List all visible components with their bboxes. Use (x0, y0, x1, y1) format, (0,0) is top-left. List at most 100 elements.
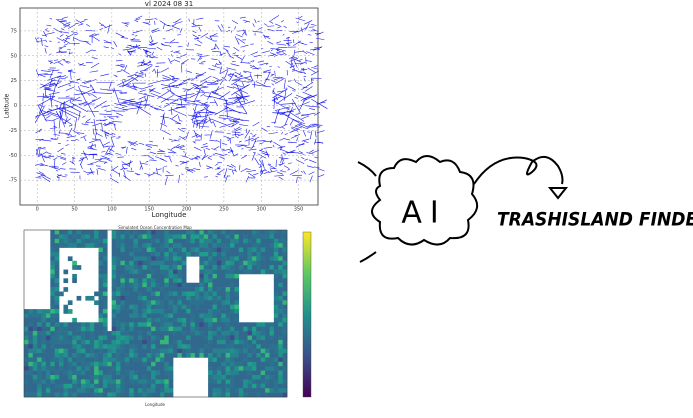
heatmap-cell (120, 270, 125, 275)
heatmap-cell (269, 230, 274, 235)
heatmap-cell (94, 230, 99, 235)
heatmap-cell (142, 283, 147, 288)
heatmap-cell (107, 384, 112, 389)
heatmap-cell (212, 362, 217, 367)
heatmap-cell (24, 318, 29, 323)
heatmap-cell (221, 379, 226, 384)
heatmap-cell (99, 318, 104, 323)
heatmap-cell (239, 388, 244, 393)
heatmap-cell (120, 371, 125, 376)
heatmap-cell (72, 243, 77, 248)
heatmap-cell (120, 252, 125, 257)
heatmap-cell (55, 270, 60, 275)
heatmap-cell (50, 357, 55, 362)
heatmap-cell (116, 252, 121, 257)
heatmap-cell (24, 314, 29, 319)
heatmap-cell (212, 270, 217, 275)
heatmap-cell (142, 239, 147, 244)
heatmap-cell (103, 335, 108, 340)
heatmap-cell (191, 283, 196, 288)
heatmap-cell (42, 362, 47, 367)
heatmap-cell (72, 318, 77, 323)
heatmap-cell (173, 327, 178, 332)
heatmap-cell (169, 340, 174, 345)
heatmap-cell (283, 274, 288, 279)
heatmap-cell (125, 384, 130, 389)
heatmap-cell (239, 252, 244, 257)
heatmap-cell (37, 375, 42, 380)
heatmap-cell (164, 283, 169, 288)
heatmap-cell (147, 362, 152, 367)
heatmap-cell (151, 362, 156, 367)
heatmap-cell (256, 384, 261, 389)
heatmap-cell (94, 349, 99, 354)
heatmap-cell (177, 322, 182, 327)
heatmap-cell (265, 349, 270, 354)
heatmap-cell (24, 327, 29, 332)
heatmap-cell (199, 283, 204, 288)
heatmap-cell (217, 331, 222, 336)
heatmap-cell (116, 322, 121, 327)
spark (360, 252, 376, 262)
heatmap-cell (265, 243, 270, 248)
heatmap-cell (142, 362, 147, 367)
heatmap-cell (112, 335, 117, 340)
heatmap-cell (230, 252, 235, 257)
heatmap-cell (116, 331, 121, 336)
heatmap-cell (63, 287, 68, 292)
heatmap-cell (226, 248, 231, 253)
heatmap-cell (234, 344, 239, 349)
heatmap-cell (112, 270, 117, 275)
heatmap-cell (28, 344, 33, 349)
heatmap-cell (99, 234, 104, 239)
heatmap-cell (46, 335, 51, 340)
heatmap-cell (217, 256, 222, 261)
heatmap-cell (147, 357, 152, 362)
heatmap-cell (46, 318, 51, 323)
heatmap-cell (50, 388, 55, 393)
heatmap-cell (191, 335, 196, 340)
logo: AI TRASHISLAND FINDER (358, 156, 693, 262)
heatmap-cell (252, 357, 257, 362)
heatmap-cell (28, 318, 33, 323)
heatmap-cell (125, 292, 130, 297)
heatmap-cell (256, 344, 261, 349)
heatmap-cell (182, 243, 187, 248)
heatmap-cell (283, 261, 288, 266)
heatmap-cell (212, 300, 217, 305)
heatmap-cell (120, 278, 125, 283)
heatmap-cell (46, 309, 51, 314)
heatmap-cell (116, 234, 121, 239)
heatmap-cell (160, 278, 165, 283)
heatmap-cell (99, 340, 104, 345)
heatmap-cell (129, 287, 134, 292)
heatmap-cell (72, 230, 77, 235)
heatmap-cell (195, 344, 200, 349)
heatmap-cell (256, 322, 261, 327)
heatmap-cell (252, 243, 257, 248)
heatmap-cell (173, 349, 178, 354)
heatmap-cell (116, 379, 121, 384)
heatmap-cell (68, 256, 73, 261)
heatmap-cell (173, 261, 178, 266)
heatmap-cell (103, 252, 108, 257)
heatmap-cell (208, 335, 213, 340)
heatmap-cell (226, 335, 231, 340)
heatmap-cell (252, 379, 257, 384)
heatmap-cell (221, 362, 226, 367)
heatmap-cell (55, 357, 60, 362)
heatmap-cell (164, 261, 169, 266)
heatmap-cell (134, 292, 139, 297)
heatmap-cell (212, 296, 217, 301)
heatmap-cell (55, 252, 60, 257)
heatmap-cell (256, 248, 261, 253)
heatmap-cell (112, 327, 117, 332)
heatmap-cell (164, 230, 169, 235)
heatmap-cell (182, 300, 187, 305)
heatmap-cell (243, 371, 248, 376)
heatmap-cell (125, 340, 130, 345)
heatmap-cell (169, 371, 174, 376)
heatmap-cell (278, 349, 283, 354)
heatmap-cell (138, 283, 143, 288)
heatmap-cell (129, 239, 134, 244)
